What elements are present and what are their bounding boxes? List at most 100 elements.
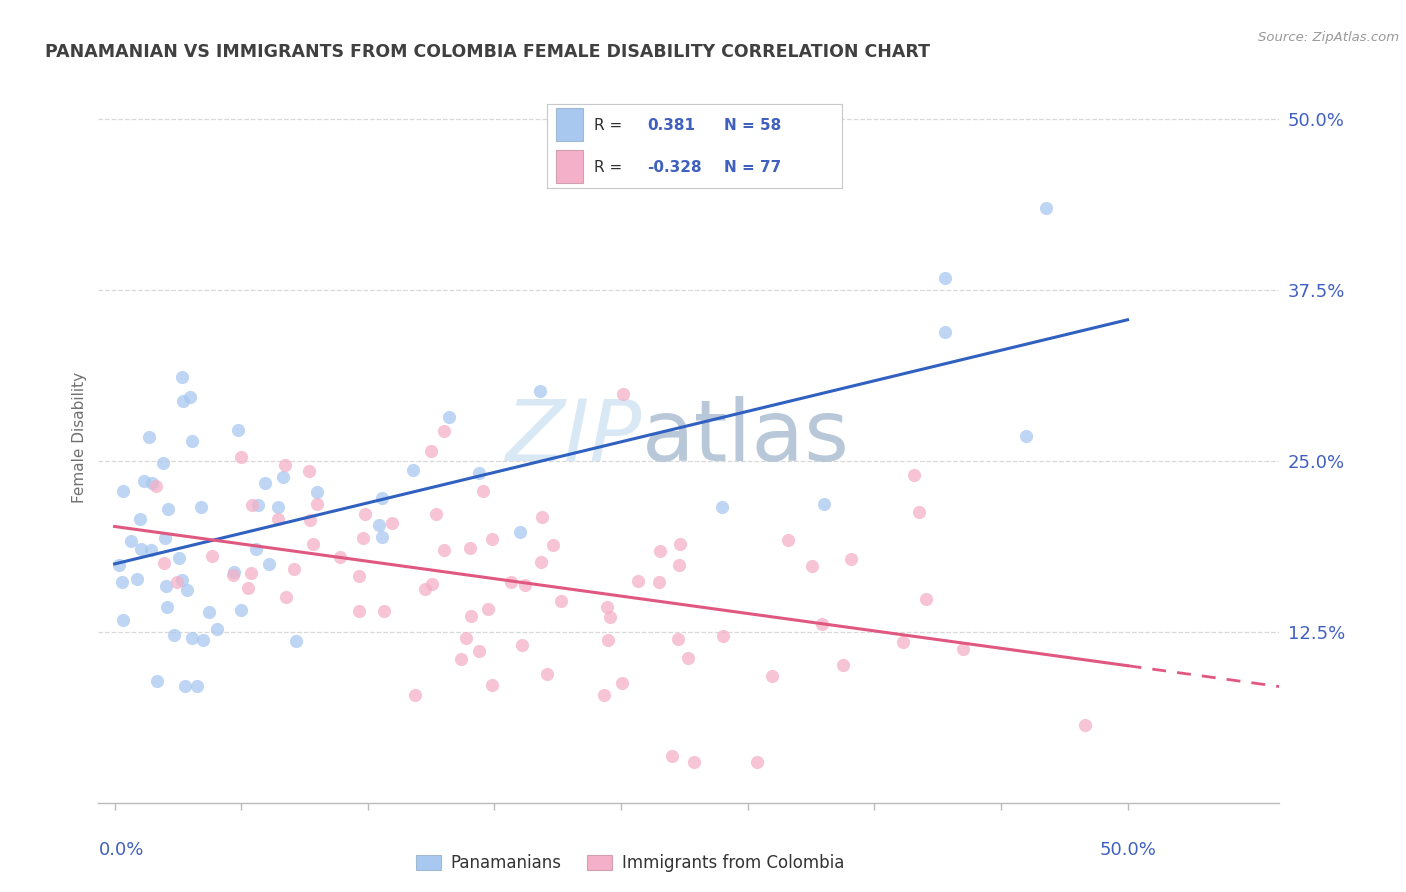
Point — [298, 513, 321, 527]
Point — [934, 270, 956, 285]
Text: 0.0%: 0.0% — [98, 841, 143, 859]
Point — [155, 599, 177, 614]
Point — [711, 500, 734, 514]
Point — [238, 581, 260, 595]
Point — [509, 524, 531, 539]
Point — [107, 558, 129, 572]
Point — [813, 497, 835, 511]
Point — [1015, 429, 1038, 443]
Point — [298, 464, 321, 478]
Point — [226, 424, 249, 438]
Point — [530, 510, 553, 524]
Point — [176, 582, 198, 597]
Point — [307, 484, 329, 499]
Point — [274, 458, 297, 472]
Point — [745, 755, 768, 769]
Point — [668, 558, 690, 573]
Point — [246, 499, 269, 513]
Point — [283, 561, 305, 575]
Point — [903, 468, 925, 483]
Point — [155, 579, 177, 593]
Point — [468, 467, 491, 481]
Point — [205, 622, 228, 636]
Point — [530, 555, 553, 569]
Point — [170, 573, 193, 587]
Point — [778, 533, 800, 548]
Point — [231, 603, 253, 617]
Point — [536, 667, 558, 681]
Point — [245, 542, 267, 557]
Point — [433, 425, 456, 439]
Point — [347, 569, 370, 583]
Point — [800, 559, 823, 574]
Text: 50.0%: 50.0% — [1099, 841, 1156, 859]
Point — [381, 516, 404, 530]
Point — [190, 500, 212, 514]
Point — [301, 537, 323, 551]
Point — [267, 511, 290, 525]
Point — [460, 609, 482, 624]
Point — [934, 326, 956, 340]
Point — [170, 369, 193, 384]
Point — [499, 574, 522, 589]
Point — [668, 536, 690, 550]
Point — [592, 688, 614, 702]
Point — [240, 498, 263, 512]
Point — [832, 657, 855, 672]
Point — [425, 507, 447, 521]
Point — [125, 572, 148, 586]
Point — [481, 678, 503, 692]
Point — [481, 533, 503, 547]
Legend: Panamanians, Immigrants from Colombia: Panamanians, Immigrants from Colombia — [409, 847, 851, 879]
Point — [647, 575, 669, 590]
Point — [172, 394, 194, 409]
Point — [599, 609, 621, 624]
Point — [402, 463, 425, 477]
Point — [468, 644, 491, 658]
Point — [513, 578, 536, 592]
Point — [907, 505, 929, 519]
Point — [259, 557, 281, 571]
Point — [454, 631, 477, 645]
Point — [229, 450, 252, 465]
Point — [221, 568, 243, 582]
Point — [420, 443, 443, 458]
Point — [120, 534, 142, 549]
Point — [139, 542, 162, 557]
Text: Source: ZipAtlas.com: Source: ZipAtlas.com — [1258, 31, 1399, 45]
Point — [596, 632, 619, 647]
Point — [138, 429, 160, 443]
Point — [155, 531, 177, 545]
Point — [132, 474, 155, 488]
Point — [111, 575, 134, 590]
Point — [180, 631, 202, 645]
Point — [274, 590, 297, 604]
Point — [347, 604, 370, 618]
Point — [661, 748, 683, 763]
Point — [163, 628, 186, 642]
Text: PANAMANIAN VS IMMIGRANTS FROM COLOMBIA FEMALE DISABILITY CORRELATION CHART: PANAMANIAN VS IMMIGRANTS FROM COLOMBIA F… — [45, 44, 931, 62]
Point — [193, 632, 215, 647]
Point — [153, 556, 176, 570]
Point — [179, 390, 201, 404]
Point — [352, 531, 374, 545]
Point — [354, 507, 377, 521]
Point — [198, 605, 221, 619]
Point — [612, 387, 634, 401]
Point — [181, 434, 204, 448]
Point — [285, 633, 308, 648]
Point — [550, 593, 572, 607]
Point — [666, 632, 689, 646]
Point — [839, 551, 862, 566]
Point — [157, 502, 180, 516]
Point — [450, 652, 472, 666]
Point — [433, 542, 456, 557]
Point — [541, 538, 564, 552]
Point — [404, 688, 426, 702]
Point — [129, 512, 152, 526]
Point — [512, 638, 534, 652]
Text: ZIP: ZIP — [505, 395, 641, 479]
Point — [305, 497, 328, 511]
Point — [186, 679, 208, 693]
Point — [915, 592, 938, 607]
